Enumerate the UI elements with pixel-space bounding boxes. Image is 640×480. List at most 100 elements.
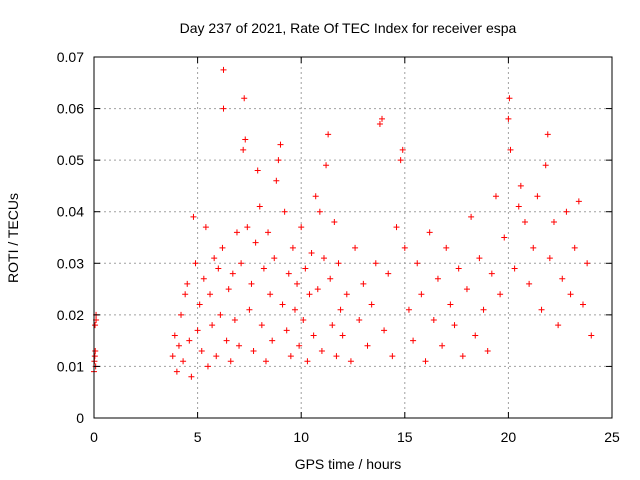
data-point — [250, 347, 257, 354]
y-tick-label: 0.07 — [57, 49, 84, 65]
data-point — [281, 208, 288, 215]
data-point — [507, 146, 514, 153]
data-point — [192, 260, 199, 267]
data-point — [463, 286, 470, 293]
data-point — [337, 306, 344, 313]
data-point — [405, 306, 412, 313]
data-point — [389, 353, 396, 360]
data-point — [534, 193, 541, 200]
data-point — [575, 198, 582, 205]
data-point — [312, 193, 319, 200]
data-point — [171, 332, 178, 339]
y-tick-label: 0.04 — [57, 204, 84, 220]
data-point — [555, 322, 562, 329]
data-point — [291, 306, 298, 313]
data-point — [262, 358, 269, 365]
data-point — [220, 66, 227, 73]
x-axis-label: GPS time / hours — [295, 456, 402, 472]
data-point — [186, 337, 193, 344]
data-point — [497, 291, 504, 298]
data-point — [178, 311, 185, 318]
data-point — [244, 224, 251, 231]
data-point — [318, 347, 325, 354]
data-point — [296, 342, 303, 349]
data-point — [443, 244, 450, 251]
data-point — [455, 265, 462, 272]
data-point — [426, 229, 433, 236]
data-point — [333, 353, 340, 360]
data-point — [546, 255, 553, 262]
data-point — [220, 105, 227, 112]
y-tick-label: 0.01 — [57, 358, 84, 374]
data-point — [256, 203, 263, 210]
data-point — [202, 224, 209, 231]
data-point — [269, 337, 276, 344]
data-point — [544, 131, 551, 138]
data-point — [316, 208, 323, 215]
data-point — [492, 193, 499, 200]
data-point — [360, 280, 367, 287]
data-point — [329, 322, 336, 329]
data-point — [240, 146, 247, 153]
data-point — [211, 255, 218, 262]
x-tick-label: 5 — [194, 429, 202, 445]
data-point — [571, 244, 578, 251]
data-point — [236, 342, 243, 349]
data-point — [310, 332, 317, 339]
data-point — [379, 115, 386, 122]
y-tick-label: 0.03 — [57, 255, 84, 271]
data-point — [434, 275, 441, 282]
data-point — [173, 368, 180, 375]
data-point — [277, 141, 284, 148]
data-point — [530, 244, 537, 251]
data-point — [285, 270, 292, 277]
data-point — [515, 203, 522, 210]
data-point — [194, 327, 201, 334]
data-point — [229, 270, 236, 277]
data-point — [352, 244, 359, 251]
data-point — [169, 353, 176, 360]
data-point — [289, 244, 296, 251]
data-point — [331, 219, 338, 226]
data-point — [364, 342, 371, 349]
data-point — [327, 275, 334, 282]
data-point — [323, 162, 330, 169]
data-point — [188, 373, 195, 380]
data-point — [488, 270, 495, 277]
data-point — [241, 95, 248, 102]
data-point — [385, 270, 392, 277]
data-point — [175, 342, 182, 349]
x-tick-label: 10 — [293, 429, 309, 445]
data-point — [246, 306, 253, 313]
points — [91, 66, 595, 380]
data-point — [207, 291, 214, 298]
data-point — [356, 317, 363, 324]
data-point — [559, 275, 566, 282]
data-point — [439, 342, 446, 349]
data-point — [343, 291, 350, 298]
data-point — [91, 353, 98, 360]
data-point — [314, 286, 321, 293]
data-point — [484, 347, 491, 354]
data-point — [92, 347, 99, 354]
data-point — [248, 280, 255, 287]
data-point — [414, 260, 421, 267]
data-point — [339, 332, 346, 339]
data-point — [254, 167, 261, 174]
data-point — [265, 229, 272, 236]
data-point — [422, 358, 429, 365]
data-point — [302, 265, 309, 272]
x-tick-label: 15 — [397, 429, 413, 445]
grid-lines — [94, 57, 612, 418]
data-point — [267, 291, 274, 298]
data-point — [180, 358, 187, 365]
data-point — [368, 301, 375, 308]
data-point — [258, 322, 265, 329]
data-point — [567, 291, 574, 298]
data-point — [430, 317, 437, 324]
data-point — [538, 306, 545, 313]
y-tick-label: 0.06 — [57, 101, 84, 117]
data-point — [271, 255, 278, 262]
data-point — [511, 265, 518, 272]
data-point — [451, 322, 458, 329]
